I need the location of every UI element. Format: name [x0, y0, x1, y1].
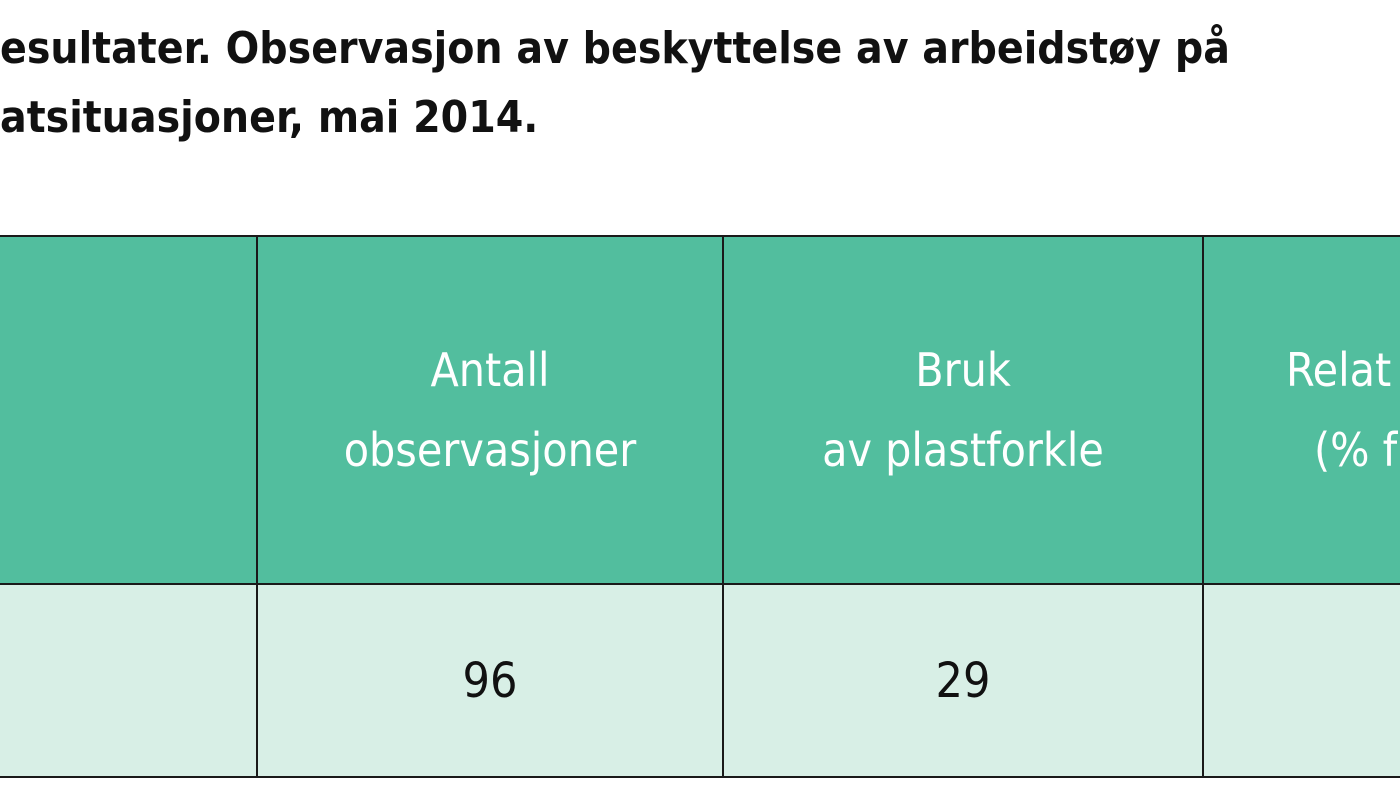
header-text: Bruk [915, 343, 1011, 397]
header-cell-antall-observasjoner: Antall observasjoner [256, 235, 724, 585]
header-text: Relat [1286, 343, 1392, 397]
header-text: observasjoner [343, 423, 637, 477]
table-header-row: Antall observasjoner Bruk av plastforkle… [0, 235, 1400, 585]
table-cell-bruk: 29 [722, 583, 1204, 778]
table-cell-antall: 96 [256, 583, 724, 778]
caption-line-2: atsituasjoner, mai 2014. [0, 92, 539, 143]
table-cell-label [0, 583, 258, 778]
header-text: (% f [1314, 423, 1398, 477]
table-caption: esultater. Observasjon av beskyttelse av… [0, 14, 1400, 164]
caption-line-1: esultater. Observasjon av beskyttelse av… [0, 23, 1230, 74]
table-cell-relativ [1202, 583, 1400, 778]
header-text: Antall [430, 343, 550, 397]
table-row: 96 29 [0, 583, 1400, 778]
results-table: Antall observasjoner Bruk av plastforkle… [0, 235, 1400, 778]
header-cell-bruk-av-plastforkle: Bruk av plastforkle [722, 235, 1204, 585]
header-cell-empty [0, 235, 258, 585]
header-text: av plastforkle [822, 423, 1104, 477]
header-cell-relativ: Relat (% f [1202, 235, 1400, 585]
